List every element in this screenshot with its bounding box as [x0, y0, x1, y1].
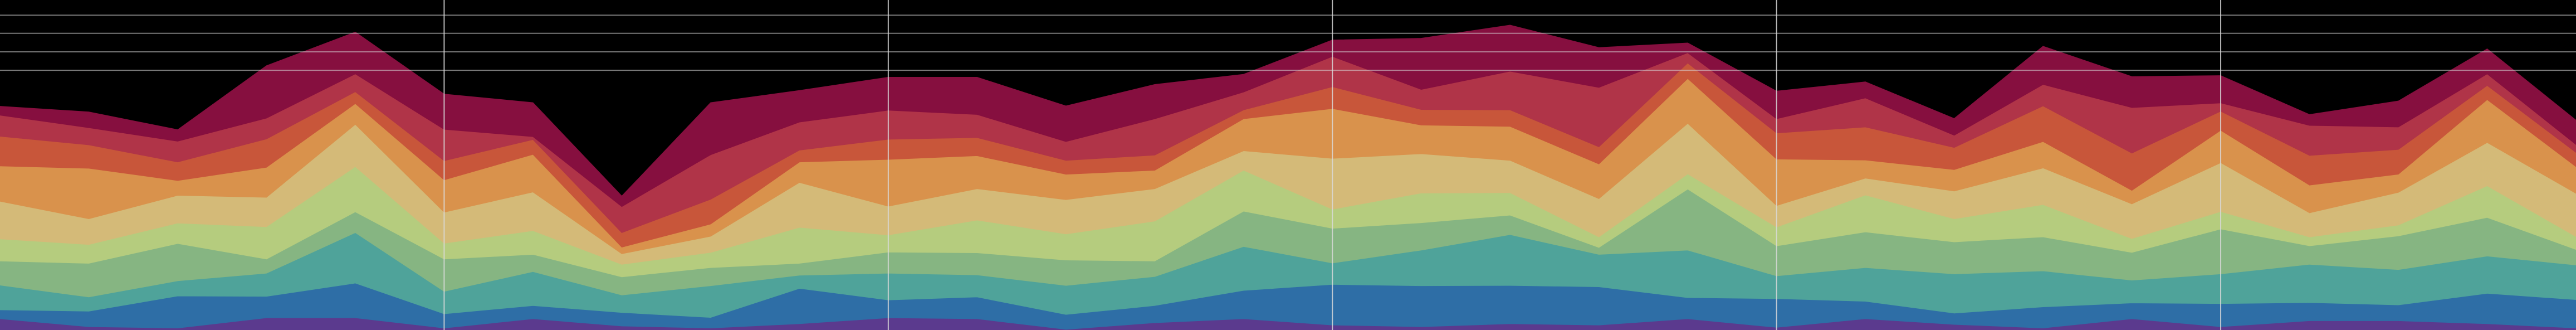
area-layers: [0, 25, 2576, 330]
